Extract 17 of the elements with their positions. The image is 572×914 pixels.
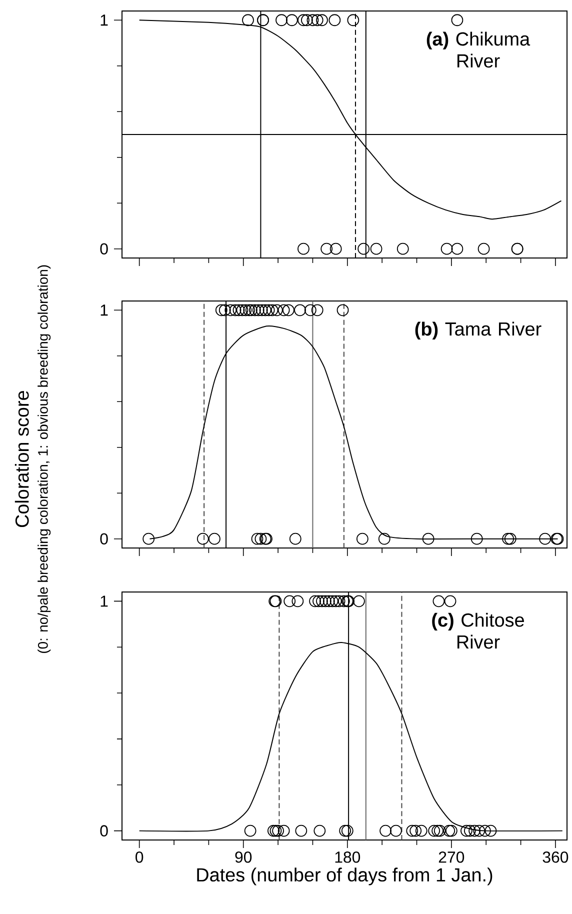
x-tick-label: 180	[335, 852, 360, 863]
y-tick-label: 0	[100, 533, 108, 544]
text: (a) Chikuma River	[426, 32, 530, 68]
x-axis-title: Dates (number of days from 1 Jan.)	[197, 868, 492, 886]
y-tick-label: 1	[100, 304, 108, 316]
x-tick-label: 360	[542, 852, 568, 863]
y-tick-label: 1	[100, 14, 108, 26]
text: (b) Tama River	[415, 322, 542, 340]
y-tick-label: 0	[100, 243, 108, 254]
y-axis-title: Coloration score	[14, 391, 29, 528]
x-tick-label: 0	[136, 852, 144, 863]
y-tick-label: 0	[100, 825, 108, 836]
text: (c) Chitose River	[432, 612, 524, 649]
y-tick-label: 1	[100, 596, 108, 607]
text: (0: no/pale breeding coloration, 1: obvious breeding coloration)	[38, 265, 51, 653]
x-tick-label: 90	[235, 852, 252, 863]
x-tick-label: 270	[438, 852, 464, 863]
